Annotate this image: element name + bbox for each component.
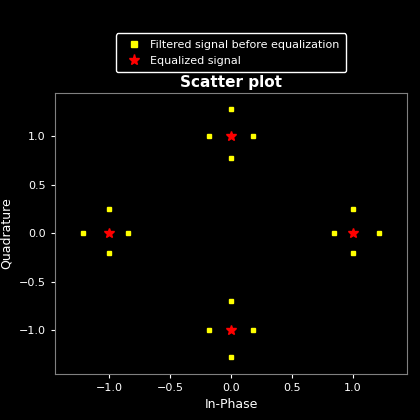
X-axis label: In-Phase: In-Phase [204,399,258,411]
Legend: Filtered signal before equalization, Equalized signal: Filtered signal before equalization, Equ… [116,33,346,72]
Title: Scatter plot: Scatter plot [180,75,282,90]
Y-axis label: Quadrature: Quadrature [0,197,13,269]
